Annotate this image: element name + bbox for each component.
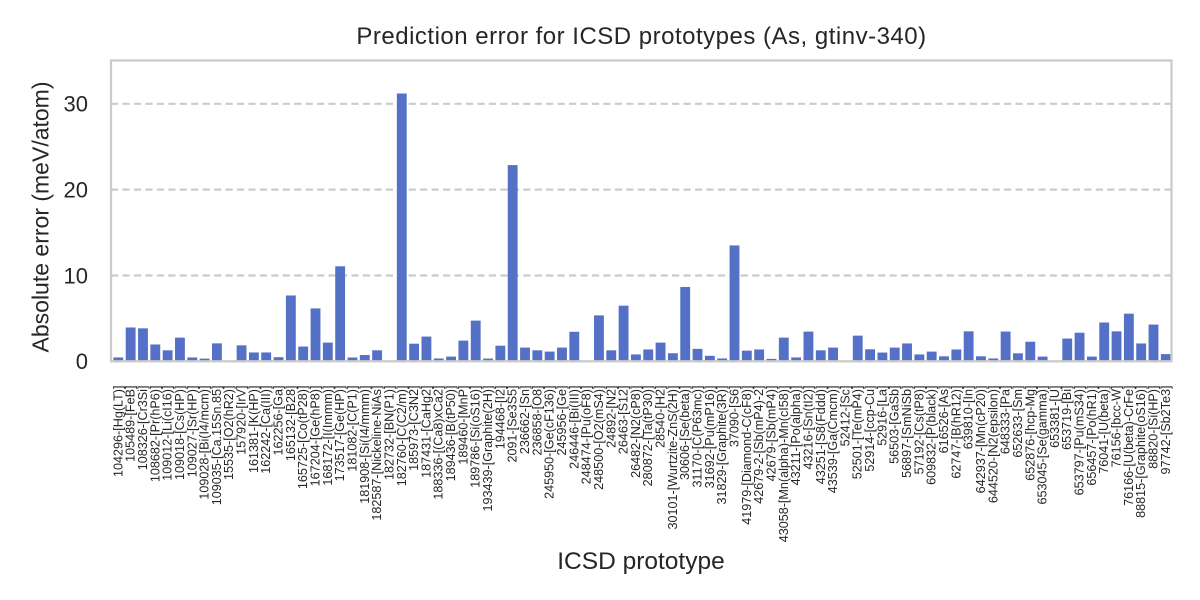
svg-text:161381-[K(HP)]: 161381-[K(HP)] xyxy=(247,386,261,474)
svg-text:182732-[BN(P1)]: 182732-[BN(P1)] xyxy=(382,386,396,481)
svg-text:15535-[O2(hR2)]: 15535-[O2(hR2)] xyxy=(222,386,236,481)
svg-text:104296-[Hg(LT)]: 104296-[Hg(LT)] xyxy=(111,386,125,477)
svg-text:248474-[Pu(oF8)]: 248474-[Pu(oF8)] xyxy=(580,386,594,485)
svg-text:109018-[Cs(HP)]: 109018-[Cs(HP)] xyxy=(173,386,187,481)
svg-text:30606-[Se(beta)]: 30606-[Se(beta)] xyxy=(678,386,692,481)
svg-text:653381-[U]: 653381-[U] xyxy=(1048,386,1062,448)
svg-text:76156-[bcc-W]: 76156-[bcc-W] xyxy=(1110,386,1124,468)
svg-text:43251-[S8(Fddd)]: 43251-[S8(Fddd)] xyxy=(814,386,828,485)
svg-text:189786-[Si(oS16)]: 189786-[Si(oS16)] xyxy=(469,385,483,487)
svg-text:30101-[Wurtzite-ZnS(2H)]: 30101-[Wurtzite-ZnS(2H)] xyxy=(666,386,680,530)
svg-text:26482-[N2(cP8)]: 26482-[N2(cP8)] xyxy=(629,386,643,478)
svg-text:182760-[C(C2/m)]: 182760-[C(C2/m)] xyxy=(395,386,409,487)
svg-text:236662-[Sn]: 236662-[Sn] xyxy=(518,386,532,455)
svg-text:185973-[C3N2]: 185973-[C3N2] xyxy=(407,386,421,471)
svg-text:162256-[Ga]: 162256-[Ga] xyxy=(272,386,286,456)
svg-text:248500-[O2(mS4)]: 248500-[O2(mS4)] xyxy=(592,386,606,490)
svg-text:10: 10 xyxy=(64,263,88,288)
svg-text:656457-[Po(hR1)]: 656457-[Po(hR1)] xyxy=(1085,386,1099,486)
svg-text:31692-[Pu(mP16)]: 31692-[Pu(mP16)] xyxy=(703,386,717,489)
svg-text:109012-[Li(cI16)]: 109012-[Li(cI16)] xyxy=(161,386,175,481)
svg-text:31829-[Graphite(3R)]: 31829-[Graphite(3R)] xyxy=(715,386,729,505)
svg-text:236858-[O8]: 236858-[O8] xyxy=(530,386,544,456)
svg-text:109027-[Sr(HP)]: 109027-[Sr(HP)] xyxy=(185,386,199,478)
svg-text:108326-[Cr3Si]: 108326-[Cr3Si] xyxy=(136,386,150,471)
svg-text:108682-[Pr(hP6)]: 108682-[Pr(hP6)] xyxy=(148,386,162,483)
svg-text:28540-[H2]: 28540-[H2] xyxy=(654,386,668,448)
svg-text:97742-[Sb2Te3]: 97742-[Sb2Te3] xyxy=(1159,386,1173,475)
svg-text:246446-[Bi(III)]: 246446-[Bi(III)] xyxy=(567,386,581,469)
svg-text:2091-[Se3S5]: 2091-[Se3S5] xyxy=(506,386,520,463)
svg-text:652633-[Sm]: 652633-[Sm] xyxy=(1011,385,1025,457)
svg-text:165132-[B28]: 165132-[B28] xyxy=(284,386,298,462)
svg-text:162242-[Ca(III)]: 162242-[Ca(III)] xyxy=(259,386,273,474)
svg-text:245950-[Ge(cF136)]: 245950-[Ge(cF136)] xyxy=(543,386,557,499)
svg-text:52501-[Te(mP4)]: 52501-[Te(mP4)] xyxy=(851,386,865,480)
svg-text:652876-[hcp-Mg]: 652876-[hcp-Mg] xyxy=(1023,386,1037,481)
svg-text:52412-[Sc]: 52412-[Sc] xyxy=(838,386,852,447)
svg-text:42679-[Sb(mP4)]: 42679-[Sb(mP4)] xyxy=(764,386,778,482)
svg-text:Prediction error for ICSD prot: Prediction error for ICSD prototypes (As… xyxy=(356,23,926,50)
svg-text:173517-[Ge(HP)]: 173517-[Ge(HP)] xyxy=(333,386,347,482)
svg-text:245956-[Ge]: 245956-[Ge] xyxy=(555,386,569,456)
svg-text:653797-[Pu(mS34)]: 653797-[Pu(mS34)] xyxy=(1073,386,1087,496)
svg-text:187431-[CaHg2]: 187431-[CaHg2] xyxy=(419,386,433,478)
svg-text:609832-[P(black)]: 609832-[P(black)] xyxy=(925,385,939,484)
svg-text:189436-[B(tP50)]: 189436-[B(tP50)] xyxy=(444,386,458,482)
svg-text:57192-[Cs(tP8)]: 57192-[Cs(tP8)] xyxy=(912,386,926,475)
svg-text:653045-[Se(gamma)]: 653045-[Se(gamma)] xyxy=(1036,386,1050,505)
svg-text:0: 0 xyxy=(76,349,88,374)
svg-text:52914-[ccp-Cu]: 52914-[ccp-Cu] xyxy=(863,386,877,472)
svg-text:76041-[U(beta)]: 76041-[U(beta)] xyxy=(1097,386,1111,474)
svg-text:56503-[GaSb]: 56503-[GaSb] xyxy=(888,386,902,464)
svg-text:181082-[C(P1)]: 181082-[C(P1)] xyxy=(345,386,359,472)
svg-text:193439-[Graphite(2H)]: 193439-[Graphite(2H)] xyxy=(481,386,495,512)
svg-text:43058-[Mn(alpha)-Mn(cI58)]: 43058-[Mn(alpha)-Mn(cI58)] xyxy=(777,386,791,543)
svg-text:56897-[SmNiSb]: 56897-[SmNiSb] xyxy=(900,386,914,478)
svg-text:109028-[Bi(I4/mcm)]: 109028-[Bi(I4/mcm)] xyxy=(198,386,212,500)
svg-text:165725-[Co(tP28)]: 165725-[Co(tP28)] xyxy=(296,386,310,490)
svg-text:644520-[N2(epsilon)]: 644520-[N2(epsilon)] xyxy=(986,386,1000,504)
svg-text:105489-[FeB]: 105489-[FeB] xyxy=(124,386,138,462)
svg-text:43211-[Po(alpha)]: 43211-[Po(alpha)] xyxy=(789,386,803,486)
svg-text:20: 20 xyxy=(64,177,88,202)
svg-text:Absolute error (meV/atom): Absolute error (meV/atom) xyxy=(28,82,54,353)
svg-text:280872-[Ta(tP30)]: 280872-[Ta(tP30)] xyxy=(641,386,655,487)
svg-text:26463-[S12]: 26463-[S12] xyxy=(617,386,631,455)
svg-text:42679-2-[Sb(mP4)-2]: 42679-2-[Sb(mP4)-2] xyxy=(752,386,766,504)
svg-text:24892-[N2]: 24892-[N2] xyxy=(604,386,618,448)
svg-text:43216-[Sn(tI2)]: 43216-[Sn(tI2)] xyxy=(801,386,815,470)
svg-text:188336-[(Ca8)xCa2]: 188336-[(Ca8)xCa2] xyxy=(432,386,446,500)
svg-text:37090-[S6]: 37090-[S6] xyxy=(728,386,742,448)
svg-text:189460-[MnP]: 189460-[MnP] xyxy=(456,386,470,465)
svg-text:30: 30 xyxy=(64,92,88,117)
svg-text:31170-[C(P63mc)]: 31170-[C(P63mc)] xyxy=(691,386,705,488)
svg-text:52916-[La]: 52916-[La] xyxy=(875,386,889,446)
svg-text:616526-[As]: 616526-[As] xyxy=(937,386,951,454)
svg-text:182587-[Nickeline-NiAs]: 182587-[Nickeline-NiAs] xyxy=(370,386,384,521)
svg-text:167204-[Ge(hP8)]: 167204-[Ge(hP8)] xyxy=(309,386,323,487)
svg-text:76166-[U(beta)-CrFe]: 76166-[U(beta)-CrFe] xyxy=(1122,386,1136,506)
svg-text:109035-[Ca.15Sn.85]: 109035-[Ca.15Sn.85] xyxy=(210,386,224,506)
svg-text:88820-[Si(HP)]: 88820-[Si(HP)] xyxy=(1147,386,1161,469)
svg-text:43539-[Ga(Cmcm)]: 43539-[Ga(Cmcm)] xyxy=(826,386,840,494)
svg-text:639810-[In]: 639810-[In] xyxy=(962,386,976,450)
svg-text:62747-[B(hR12)]: 62747-[B(hR12)] xyxy=(949,386,963,479)
svg-text:181908-[Si(I4/mmm)]: 181908-[Si(I4/mmm)] xyxy=(358,386,372,504)
svg-text:41979-[Diamond-C(cF8)]: 41979-[Diamond-C(cF8)] xyxy=(740,386,754,525)
svg-text:168172-[I(Immm)]: 168172-[I(Immm)] xyxy=(321,386,335,486)
svg-text:653719-[Bi]: 653719-[Bi] xyxy=(1060,386,1074,450)
svg-text:88815-[Graphite(oS16)]: 88815-[Graphite(oS16)] xyxy=(1134,386,1148,518)
svg-text:642937-[Mn(cP20)]: 642937-[Mn(cP20)] xyxy=(974,386,988,494)
svg-text:ICSD prototype: ICSD prototype xyxy=(557,548,725,575)
svg-text:194468-[I2]: 194468-[I2] xyxy=(493,386,507,450)
svg-text:648333-[Pa]: 648333-[Pa] xyxy=(999,386,1013,455)
svg-text:157920-[IrV]: 157920-[IrV] xyxy=(235,386,249,455)
